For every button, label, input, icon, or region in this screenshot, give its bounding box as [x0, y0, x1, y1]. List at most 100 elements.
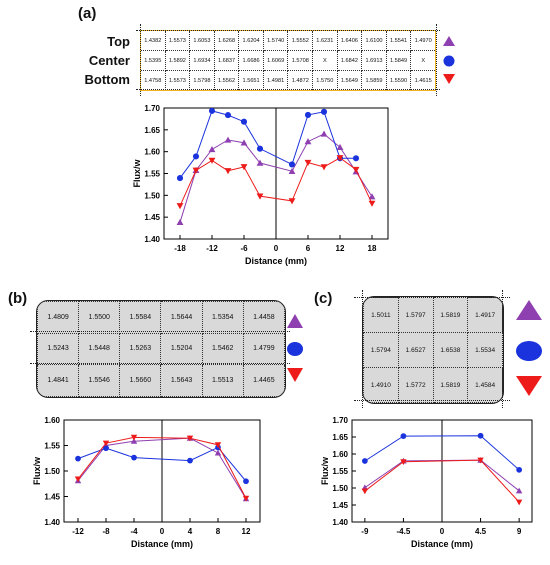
table-cell: 1.6069	[262, 50, 289, 71]
data-point	[320, 108, 328, 115]
y-tick-label: 1.65	[332, 433, 348, 442]
x-tick-label: -8	[102, 527, 110, 536]
panel-label-b: (b)	[8, 290, 28, 307]
table-cell: 1.5573	[164, 70, 191, 91]
table-cell: 1.5590	[385, 70, 412, 91]
table-cell: 1.5859	[361, 70, 387, 91]
top-marker-icon	[443, 36, 455, 46]
table-cell: 1.5644	[160, 301, 203, 334]
table-cell: 1.5651	[238, 70, 264, 91]
table-cell: 1.5794	[363, 332, 399, 368]
grid-guide	[136, 89, 440, 90]
x-tick-label: -18	[174, 244, 186, 253]
data-point	[192, 153, 200, 160]
table-cell: X	[312, 50, 338, 71]
x-tick-label: 4	[188, 527, 193, 536]
bottom-marker-icon	[516, 376, 542, 396]
data-point	[176, 203, 184, 210]
table-cell: 1.5562	[213, 70, 240, 91]
y-tick-label: 1.50	[144, 191, 160, 200]
data-point	[477, 457, 484, 464]
y-tick-label: 1.55	[332, 467, 348, 476]
grid-guide	[354, 297, 510, 298]
x-tick-label: 18	[368, 244, 377, 253]
table-cell: 1.4917	[467, 297, 503, 333]
data-point	[224, 112, 232, 119]
table-row: 1.5395 1.5892 1.6934 1.6837 1.6686 1.6069 1.57…	[140, 50, 436, 71]
row-label-top: Top	[107, 34, 130, 49]
grid-guide	[136, 30, 440, 31]
table-cell: 1.6913	[361, 50, 387, 71]
center-marker-icon	[443, 55, 455, 67]
data-point	[256, 145, 264, 152]
data-point	[242, 495, 250, 502]
data-point	[304, 159, 312, 166]
grid-guide	[502, 290, 503, 408]
table-cell: 1.5708	[287, 50, 314, 71]
panel-label-a: (a)	[78, 5, 97, 22]
table-cell: 1.6842	[336, 50, 363, 71]
table-cell: 1.5243	[37, 332, 80, 366]
table-cell: 1.5395	[140, 50, 166, 71]
data-point	[361, 458, 368, 464]
data-point	[288, 167, 296, 174]
data-point	[186, 435, 194, 442]
grid-guide	[30, 331, 290, 332]
data-point	[361, 488, 369, 495]
series-line-bottom	[179, 157, 373, 207]
data-point	[320, 130, 328, 137]
row-label-bottom: Bottom	[84, 72, 131, 87]
table-cell: 1.5892	[164, 50, 191, 71]
table-cell: 1.5354	[201, 301, 244, 334]
x-tick-label: -12	[72, 527, 84, 536]
x-tick-label: 8	[216, 527, 221, 536]
grid-guide	[354, 400, 510, 401]
table-cell: 1.5448	[78, 332, 121, 366]
data-point	[368, 200, 376, 207]
legend-markers-a	[443, 36, 455, 84]
data-point	[400, 459, 407, 465]
table-cell: 1.5849	[385, 50, 412, 71]
data-point	[515, 499, 523, 506]
flux-table-a: 1.4382 1.5573 1.6053 1.6268 1.6204 1.5740 1.55…	[140, 30, 436, 91]
data-point	[477, 432, 484, 439]
table-cell: 1.5643	[160, 364, 203, 397]
table-cell: 1.6527	[397, 332, 434, 368]
x-tick-label: 4.5	[475, 527, 487, 536]
data-point	[240, 118, 248, 125]
x-tick-label: -12	[206, 244, 218, 253]
table-cell: 1.5819	[432, 297, 469, 333]
y-axis-label: Flux/w	[132, 159, 142, 188]
legend-markers-c	[516, 300, 542, 396]
data-point	[192, 167, 200, 174]
grid-guide	[362, 290, 363, 408]
table-cell: 1.5797	[397, 297, 434, 333]
table-row: 1.4758 1.5573 1.5798 1.5562 1.5651 1.4981 1.48…	[140, 70, 436, 91]
data-point	[176, 175, 184, 182]
data-point	[256, 193, 264, 200]
table-cell: 1.6231	[312, 30, 338, 51]
x-tick-label: 9	[517, 527, 522, 536]
y-tick-label: 1.45	[44, 493, 60, 502]
y-axis-label: Flux/w	[320, 456, 330, 485]
table-cell: 1.6268	[213, 30, 240, 51]
y-tick-label: 1.45	[144, 213, 160, 222]
y-tick-label: 1.65	[144, 126, 160, 135]
x-tick-label: -9	[361, 527, 369, 536]
data-point	[224, 136, 232, 143]
table-cell: 1.5819	[432, 367, 469, 403]
series-line-top	[77, 437, 247, 499]
flux-table-b: 1.4809 1.5500 1.5584 1.5644 1.5354 1.4458 1.52…	[36, 300, 286, 398]
data-point	[176, 218, 184, 226]
chart-b: 1.40 1.45 1.50 1.55 1.60 -12 -8 -4 0 4 8 12 Distance…	[32, 416, 261, 549]
y-tick-label: 1.45	[332, 501, 348, 510]
table-row: 1.5794 1.6527 1.6538 1.5534	[363, 332, 503, 368]
data-point	[320, 164, 328, 171]
data-point	[256, 159, 264, 166]
data-point	[214, 449, 222, 456]
y-tick-label: 1.70	[144, 104, 160, 113]
x-tick-label: -4	[130, 527, 138, 536]
data-point	[352, 155, 360, 162]
table-cell: 1.6053	[189, 30, 215, 51]
table-cell: 1.5750	[312, 70, 338, 91]
